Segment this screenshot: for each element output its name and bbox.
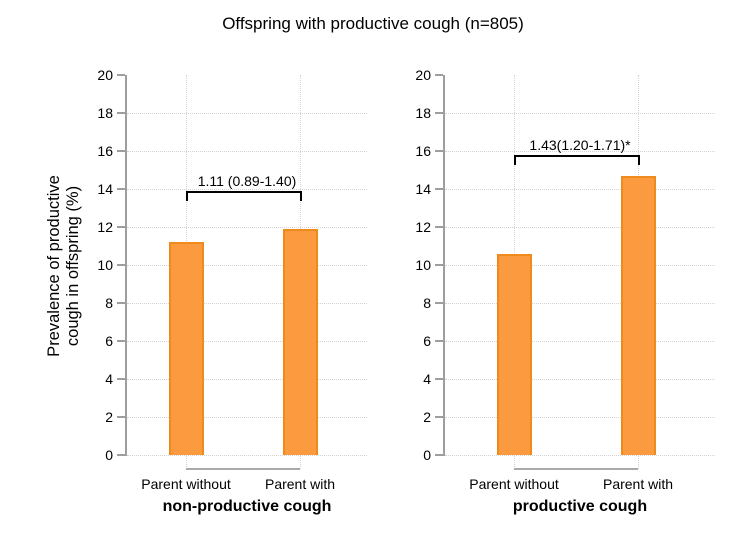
- y-tick-16: [117, 150, 125, 152]
- y-tick-0: [435, 454, 443, 456]
- category-label-parent-with-0: Parent with: [264, 476, 336, 492]
- gridline-y-12: [445, 227, 715, 228]
- y-tick-6: [435, 340, 443, 342]
- gridline-y-6: [445, 341, 715, 342]
- y-axis-title-line1: Prevalence of productive: [45, 175, 63, 357]
- y-tick-20: [117, 74, 125, 76]
- y-tick-8: [435, 302, 443, 304]
- y-tick-label-6: 6: [105, 333, 113, 349]
- gridline-y-12: [127, 227, 367, 228]
- gridline-y-4: [127, 379, 367, 380]
- y-tick-label-16: 16: [415, 143, 431, 159]
- y-tick-8: [117, 302, 125, 304]
- y-tick-2: [435, 416, 443, 418]
- y-tick-18: [435, 112, 443, 114]
- gridline-y-16: [445, 151, 715, 152]
- y-axis-line: [125, 75, 127, 456]
- y-tick-14: [117, 188, 125, 190]
- bracket-end-right: [638, 154, 640, 165]
- y-tick-10: [435, 264, 443, 266]
- y-tick-label-18: 18: [415, 105, 431, 121]
- gridline-y-6: [127, 341, 367, 342]
- y-tick-18: [117, 112, 125, 114]
- y-axis-line: [443, 75, 445, 456]
- group-label-productive-cough: productive cough: [512, 498, 648, 515]
- annotation-non-productive-cough: 1.11 (0.89-1.40): [197, 172, 297, 189]
- gridline-y-8: [127, 303, 367, 304]
- gridline-y-18: [127, 113, 367, 114]
- y-tick-label-20: 20: [415, 67, 431, 83]
- y-tick-10: [117, 264, 125, 266]
- category-label-parent-without-0: Parent without: [141, 476, 231, 492]
- bracket-end-right: [300, 190, 302, 201]
- chart-title: Offspring with productive cough (n=805): [222, 14, 524, 33]
- y-tick-0: [117, 454, 125, 456]
- y-tick-label-0: 0: [105, 447, 113, 463]
- category-label-parent-without-1: Parent without: [469, 476, 559, 492]
- y-tick-label-14: 14: [97, 181, 113, 197]
- y-tick-label-8: 8: [105, 295, 113, 311]
- y-tick-label-2: 2: [423, 409, 431, 425]
- y-tick-label-20: 20: [97, 67, 113, 83]
- y-tick-label-14: 14: [415, 181, 431, 197]
- gridline-y-8: [445, 303, 715, 304]
- y-tick-2: [117, 416, 125, 418]
- y-tick-label-10: 10: [97, 257, 113, 273]
- y-tick-label-4: 4: [105, 371, 113, 387]
- gridline-y-14: [445, 189, 715, 190]
- y-tick-label-12: 12: [415, 219, 431, 235]
- y-tick-4: [435, 378, 443, 380]
- y-tick-20: [435, 74, 443, 76]
- bar-productive-cough-parent-with: [620, 175, 656, 455]
- y-tick-label-8: 8: [423, 295, 431, 311]
- category-group-line: [514, 468, 638, 470]
- y-tick-label-6: 6: [423, 333, 431, 349]
- y-tick-label-12: 12: [97, 219, 113, 235]
- gridline-y-0: [445, 455, 715, 456]
- bar-productive-cough-parent-without: [496, 253, 532, 455]
- y-tick-14: [435, 188, 443, 190]
- y-tick-label-2: 2: [105, 409, 113, 425]
- bar-non-productive-cough-parent-without: [168, 242, 204, 455]
- gridline-y-10: [127, 265, 367, 266]
- y-tick-6: [117, 340, 125, 342]
- gridline-y-14: [127, 189, 367, 190]
- gridline-y-2: [127, 417, 367, 418]
- bracket-line: [514, 154, 640, 157]
- annotation-productive-cough: 1.43(1.20-1.71)*: [529, 136, 631, 153]
- bracket-line: [186, 190, 302, 193]
- y-tick-4: [117, 378, 125, 380]
- y-tick-label-4: 4: [423, 371, 431, 387]
- gridline-y-0: [127, 455, 367, 456]
- y-tick-label-0: 0: [423, 447, 431, 463]
- gridline-y-18: [445, 113, 715, 114]
- category-group-line: [186, 468, 300, 470]
- gridline-y-4: [445, 379, 715, 380]
- y-tick-16: [435, 150, 443, 152]
- y-tick-label-10: 10: [415, 257, 431, 273]
- gridline-y-16: [127, 151, 367, 152]
- category-label-parent-with-1: Parent with: [602, 476, 674, 492]
- bracket-end-left: [514, 154, 516, 165]
- y-tick-12: [435, 226, 443, 228]
- gridline-y-2: [445, 417, 715, 418]
- bar-non-productive-cough-parent-with: [282, 228, 318, 455]
- gridline-y-10: [445, 265, 715, 266]
- y-tick-label-18: 18: [97, 105, 113, 121]
- group-label-non-productive-cough: non-productive cough: [162, 498, 332, 515]
- y-tick-label-16: 16: [97, 143, 113, 159]
- y-tick-12: [117, 226, 125, 228]
- bracket-end-left: [186, 190, 188, 201]
